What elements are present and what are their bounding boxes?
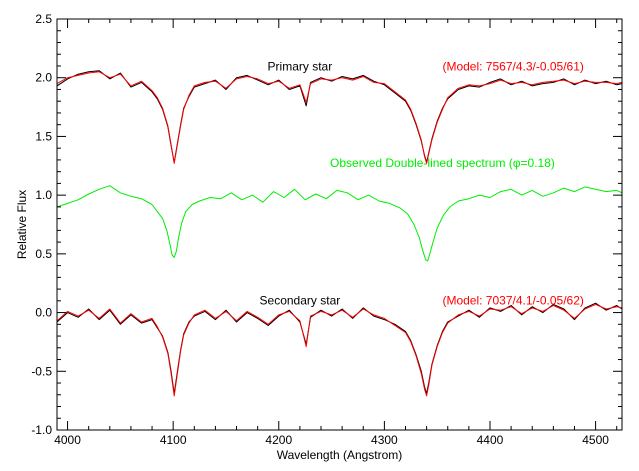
secondary-star-label: Secondary star [260,293,341,307]
x-tick-label: 4200 [265,433,292,447]
y-tick-label: 2.0 [35,71,52,85]
x-axis-title: Wavelength (Angstrom) [277,448,403,462]
series-line-double-lined [57,185,622,262]
secondary-model-label: (Model: 7037/4.1/-0.05/62) [442,293,583,307]
series-line-secondary-observed [57,302,622,395]
series-line-primary-model [57,71,622,164]
y-tick-label: -0.5 [31,364,52,378]
series-line-primary-observed [57,70,622,163]
x-tick-label: 4500 [582,433,609,447]
y-tick-label: -1.0 [31,423,52,437]
x-tick-label: 4000 [54,433,81,447]
primary-model-label: (Model: 7567/4.3/-0.05/61) [442,60,583,74]
series-line-secondary-model [57,303,622,397]
y-axis-title: Relative Flux [15,190,29,259]
y-tick-label: 0.5 [35,247,52,261]
y-tick-label: 2.5 [35,12,52,26]
series-layer [57,70,622,397]
y-tick-label: 1.0 [35,188,52,202]
double-lined-label: Observed Double-lined spectrum (φ=0.18) [330,156,555,170]
label-layer: Wavelength (Angstrom) Relative Flux Prim… [15,60,584,462]
primary-star-label: Primary star [268,60,333,74]
x-tick-label: 4100 [160,433,187,447]
y-tick-label: 0.0 [35,306,52,320]
plot-frame [56,18,623,431]
x-tick-label: 4400 [477,433,504,447]
tick-layer: 4000 4100 4200 4300 4400 4500 -1.0 -0.5 0.0 0.5 1.… [31,12,622,447]
x-tick-label: 4300 [371,433,398,447]
y-tick-label: 1.5 [35,129,52,143]
